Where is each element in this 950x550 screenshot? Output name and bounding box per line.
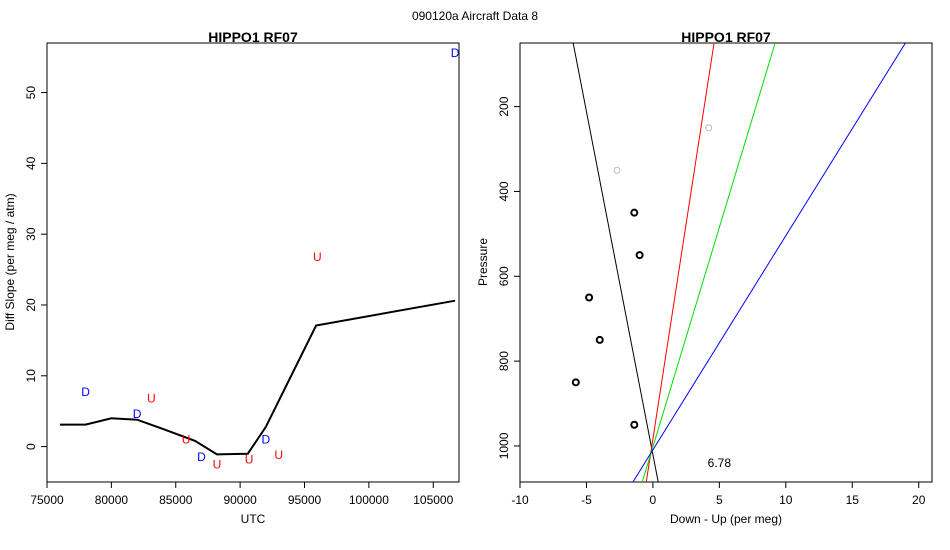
point-label-u: U [213, 457, 222, 471]
right-x-tick-label: 5 [716, 493, 723, 507]
left-x-tick-label: 90000 [223, 493, 257, 507]
fit-lines [572, 43, 906, 482]
point-label-d: D [133, 407, 142, 421]
right-y-tick-label: 400 [497, 181, 511, 201]
fit-line-black [572, 43, 659, 482]
right-x-tick-label: 10 [779, 493, 793, 507]
point-label-u: U [147, 391, 156, 405]
scatter-point [635, 251, 644, 260]
left-x-tick-label: 100000 [349, 493, 389, 507]
right-y-tick-label: 800 [497, 351, 511, 371]
left-y-tick-label: 20 [24, 298, 38, 312]
right-y-axis-label: Pressure [476, 238, 490, 286]
left-x-ticks: 75000 80000 85000 90000 95000 100000 105000 [30, 482, 454, 507]
right-y-ticks: 200 400 600 800 1000 [497, 96, 520, 459]
point-label-d: D [197, 450, 206, 464]
left-x-tick-label: 80000 [95, 493, 129, 507]
scatter-point [585, 293, 594, 302]
right-y-tick-label: 200 [497, 96, 511, 116]
right-x-tick-label: -5 [581, 493, 592, 507]
left-y-axis-label: Diff Slope (per meg / atm) [3, 193, 17, 330]
right-x-axis-label: Down - Up (per meg) [670, 512, 782, 526]
point-label-d: D [81, 385, 90, 399]
right-chart-title: HIPPO1 RF07 [681, 29, 771, 45]
scatter-point [571, 378, 580, 387]
point-label-u: U [182, 433, 191, 447]
fit-line-red [645, 43, 715, 482]
left-y-tick-label: 10 [24, 369, 38, 383]
left-x-tick-label: 75000 [30, 493, 64, 507]
point-label-u: U [245, 452, 254, 466]
page-title: 090120a Aircraft Data 8 [412, 9, 538, 23]
point-label-u: U [274, 448, 283, 462]
scatter-point [630, 420, 639, 429]
fit-line-blue [632, 43, 906, 482]
right-x-ticks: -10 -5 0 5 10 15 20 [511, 482, 926, 507]
left-x-tick-label: 95000 [288, 493, 322, 507]
point-label-d: D [451, 46, 460, 60]
right-panel: HIPPO1 RF07 Down - Up (per meg) Pressure… [476, 29, 933, 526]
left-chart-title: HIPPO1 RF07 [208, 29, 298, 45]
point-label-d: D [262, 433, 271, 447]
right-x-tick-label: 15 [846, 493, 860, 507]
left-plot-frame [46, 42, 460, 483]
annotation-value: 6.78 [708, 456, 732, 470]
scatter-point [595, 335, 604, 344]
left-y-tick-label: 40 [24, 156, 38, 170]
right-plot-frame [519, 42, 933, 483]
left-y-tick-label: 30 [24, 227, 38, 241]
left-x-tick-label: 105000 [413, 493, 453, 507]
right-y-tick-label: 600 [497, 266, 511, 286]
left-x-axis-label: UTC [241, 512, 266, 526]
scatter-point [613, 166, 621, 174]
left-y-tick-label: 0 [24, 443, 38, 450]
point-label-u: U [313, 250, 322, 264]
right-y-tick-label: 1000 [497, 432, 511, 459]
right-marks: 6.78 [571, 43, 906, 482]
left-panel: HIPPO1 RF07 UTC Diff Slope (per meg / at… [3, 29, 460, 526]
fit-line-green [641, 43, 776, 482]
scatter-point [705, 124, 713, 132]
right-x-tick-label: 0 [650, 493, 657, 507]
left-y-ticks: 0 10 20 30 40 50 [24, 86, 47, 450]
right-x-tick-label: 20 [912, 493, 926, 507]
left-x-tick-label: 85000 [159, 493, 193, 507]
diff-slope-line [59, 299, 456, 456]
scatter-point [630, 208, 639, 217]
right-x-tick-label: -10 [511, 493, 529, 507]
left-y-tick-label: 50 [24, 86, 38, 100]
